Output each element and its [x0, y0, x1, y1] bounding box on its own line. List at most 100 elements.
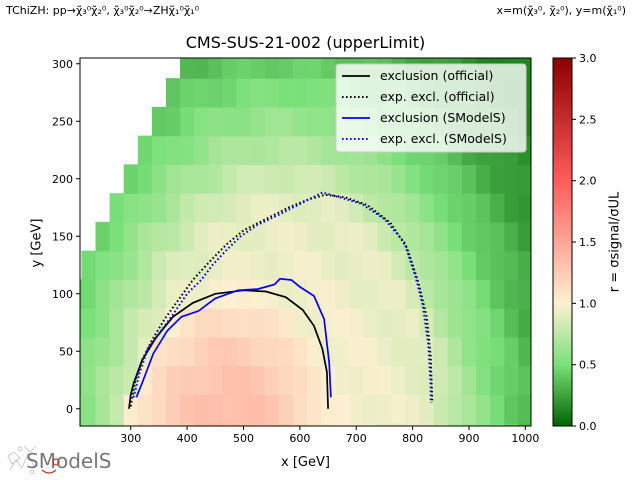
heatmap-cell [349, 250, 364, 280]
heatmap-cell [306, 308, 322, 338]
heatmap-cell [461, 336, 477, 367]
heatmap-cell [151, 365, 167, 395]
heatmap-cell [349, 394, 364, 424]
heatmap-cell [123, 423, 139, 426]
heatmap-cell [405, 193, 421, 223]
heatmap-cell [532, 251, 547, 280]
heatmap-cell [250, 394, 266, 424]
heatmap-cell [518, 365, 531, 395]
heatmap-cell [335, 164, 350, 194]
heatmap-cell [264, 423, 280, 426]
heatmap-cell [81, 336, 97, 367]
heatmap-cell [504, 394, 519, 424]
heatmap-cell [490, 423, 505, 426]
heatmap-cell [180, 394, 195, 424]
heatmap-cell [490, 308, 505, 338]
y-tick-label: 200 [52, 173, 73, 186]
heatmap-cell [447, 365, 463, 395]
heatmap-cell [236, 221, 252, 252]
heatmap-cell [504, 250, 519, 280]
heatmap-cell [95, 250, 111, 280]
heatmap-cell [222, 423, 238, 426]
heatmap-cell [391, 308, 407, 338]
heatmap-cell [306, 365, 322, 395]
heatmap-cell [236, 58, 252, 79]
heatmap-cell [180, 193, 195, 223]
heatmap-cell [490, 365, 505, 395]
heatmap-cell [306, 106, 322, 137]
heatmap-cell [532, 222, 547, 251]
heatmap-cell [391, 250, 407, 280]
heatmap-cell [476, 250, 491, 280]
heatmap-cell [250, 365, 266, 395]
heatmap-cell [349, 279, 364, 309]
heatmap-cell [194, 221, 209, 252]
heatmap-cell [194, 336, 209, 367]
heatmap-cell [335, 308, 350, 338]
heatmap-cell [180, 135, 195, 165]
heatmap-cell [208, 78, 223, 108]
heatmap-cell [250, 308, 266, 338]
colorbar-tick-label: 1.0 [579, 297, 597, 310]
heatmap-cell [335, 279, 350, 309]
heatmap-cell [363, 423, 378, 426]
heatmap-cell [476, 193, 491, 223]
heatmap-cell [194, 78, 209, 108]
heatmap-cell [208, 135, 223, 165]
x-tick-label: 700 [346, 432, 367, 445]
heatmap-cell [518, 279, 531, 309]
heatmap-cell [278, 221, 294, 252]
heatmap-cell [419, 394, 435, 424]
heatmap-cell [405, 423, 421, 426]
heatmap-cell [292, 221, 308, 252]
y-tick-label: 100 [52, 288, 73, 301]
heatmap-cell [321, 279, 336, 309]
heatmap-cell [363, 394, 378, 424]
plot-frame [79, 57, 532, 427]
colorbar-axis: 0.0 0.5 1.0 1.5 2.0 2.5 3.0 [572, 52, 597, 433]
heatmap-cell [137, 336, 153, 367]
heatmap-cell [292, 193, 308, 223]
heatmap-cell [405, 221, 421, 252]
heatmap-cell [447, 164, 463, 194]
heatmap-cell [490, 394, 505, 424]
heatmap-cell [447, 308, 463, 338]
heatmap-cell [222, 58, 238, 79]
heatmap-cell [80, 365, 83, 395]
heatmap-cell [518, 193, 531, 223]
heatmap-cell [222, 394, 238, 424]
heatmap-cell [165, 250, 181, 280]
heatmap-cell [222, 106, 238, 137]
heatmap-cells [80, 58, 547, 426]
heatmap-cell [278, 250, 294, 280]
heatmap-cell [278, 394, 294, 424]
heatmap-cell [335, 221, 350, 252]
heatmap-cell [222, 308, 238, 338]
heatmap-cell [476, 221, 491, 252]
heatmap-cell [419, 250, 435, 280]
heatmap-cell [306, 336, 322, 367]
heatmap-cell [321, 135, 336, 165]
heatmap-cell [490, 221, 505, 252]
heatmap-cell [292, 394, 308, 424]
heatmap-cell [377, 193, 393, 223]
heatmap-cell [461, 193, 477, 223]
heatmap-cell [180, 365, 195, 395]
heatmap-cell [461, 423, 477, 426]
heatmap-cell [335, 423, 350, 426]
heatmap-cell [363, 308, 378, 338]
legend-box [335, 63, 527, 153]
heatmap-cell [532, 337, 547, 366]
heatmap-cell [151, 250, 167, 280]
heatmap-cell [335, 250, 350, 280]
heatmap-cell [532, 164, 547, 193]
heatmap-cell [391, 365, 407, 395]
heatmap-cell [377, 308, 393, 338]
heatmap-cell [81, 394, 97, 424]
heatmap-cell [518, 308, 531, 338]
heatmap-cell [123, 394, 139, 424]
heatmap-cell [81, 308, 97, 338]
heatmap-cell [405, 279, 421, 309]
heatmap-cell [123, 308, 139, 338]
